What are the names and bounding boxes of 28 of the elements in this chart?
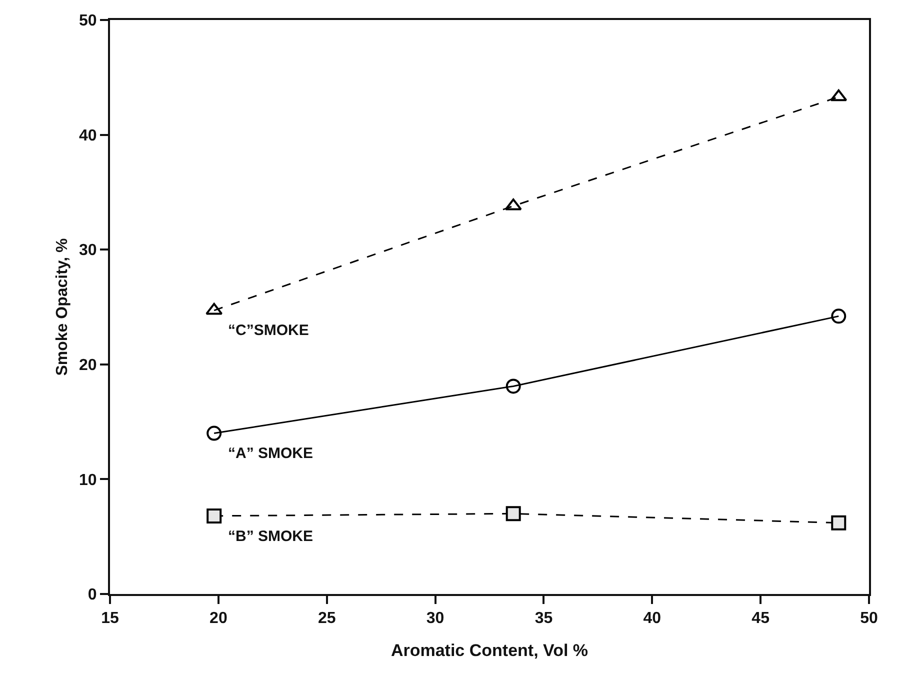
- point: [206, 426, 222, 441]
- point: [504, 198, 522, 210]
- point: [830, 89, 848, 102]
- x-tick-label: 45: [752, 610, 770, 628]
- point: [506, 378, 521, 394]
- y-tick-label: 30: [79, 242, 97, 260]
- series-label: “A” SMOKE: [228, 445, 314, 462]
- x-tick-label: 40: [643, 610, 662, 628]
- y-tick-label: 50: [79, 12, 97, 30]
- x-tick-label: 35: [534, 610, 553, 628]
- y-tick-label: 10: [79, 472, 97, 489]
- x-tick-label: 15: [101, 610, 119, 628]
- point: [506, 506, 521, 522]
- series-label: “B” SMOKE: [228, 528, 314, 545]
- x-tick-label: 50: [860, 610, 878, 628]
- point: [206, 302, 223, 315]
- point: [831, 515, 846, 530]
- y-tick-label: 20: [79, 357, 97, 374]
- y-tick-label: 0: [88, 586, 97, 604]
- x-tick-label: 20: [210, 610, 228, 628]
- x-tick-label: 30: [426, 610, 444, 628]
- x-axis-title: Aromatic Content, Vol %: [390, 641, 588, 660]
- point: [831, 308, 846, 324]
- y-axis-title: Smoke Opacity, %: [54, 238, 71, 376]
- y-tick-label: 40: [79, 127, 97, 144]
- x-tick-label: 25: [318, 610, 336, 628]
- point: [206, 508, 222, 524]
- series-label: “C”SMOKE: [228, 322, 309, 339]
